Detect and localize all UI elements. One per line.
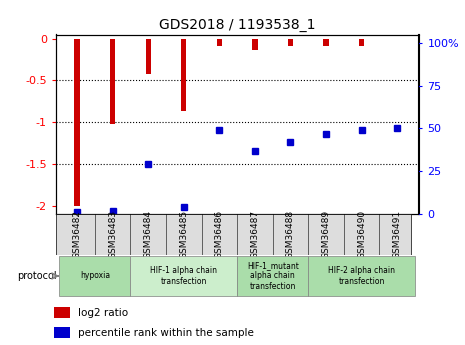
Bar (237, 256, 308, 296)
Text: GSM36489: GSM36489 (321, 210, 331, 259)
Bar (217, 39, 222, 46)
Bar (252, 39, 258, 50)
Text: GSM36485: GSM36485 (179, 210, 188, 259)
Bar (110, 39, 115, 124)
Bar (54, 327, 70, 338)
Text: HIF-1 alpha chain
transfection: HIF-1 alpha chain transfection (150, 266, 217, 286)
Bar (146, 39, 151, 74)
Text: percentile rank within the sample: percentile rank within the sample (78, 328, 254, 338)
Bar (308, 256, 415, 296)
Bar (60, 256, 131, 296)
Text: hypoxia: hypoxia (80, 272, 110, 280)
Bar (54, 307, 70, 318)
Text: log2 ratio: log2 ratio (78, 308, 128, 318)
Text: GSM36482: GSM36482 (73, 210, 82, 259)
Text: GSM36484: GSM36484 (144, 210, 153, 259)
Text: HIF-2 alpha chain
transfection: HIF-2 alpha chain transfection (328, 266, 395, 286)
Text: GSM36487: GSM36487 (251, 210, 259, 259)
Bar (323, 39, 329, 46)
Text: GSM36491: GSM36491 (392, 210, 402, 259)
Text: protocol: protocol (17, 271, 57, 281)
Text: GSM36490: GSM36490 (357, 210, 366, 259)
Bar (359, 39, 364, 46)
Bar (74, 39, 80, 206)
Text: GSM36483: GSM36483 (108, 210, 117, 259)
Bar (181, 39, 186, 111)
Bar (131, 256, 237, 296)
Text: GSM36486: GSM36486 (215, 210, 224, 259)
Bar (288, 39, 293, 46)
Text: HIF-1_mutant
alpha chain
transfection: HIF-1_mutant alpha chain transfection (247, 261, 299, 291)
Text: GSM36488: GSM36488 (286, 210, 295, 259)
Title: GDS2018 / 1193538_1: GDS2018 / 1193538_1 (159, 18, 315, 32)
